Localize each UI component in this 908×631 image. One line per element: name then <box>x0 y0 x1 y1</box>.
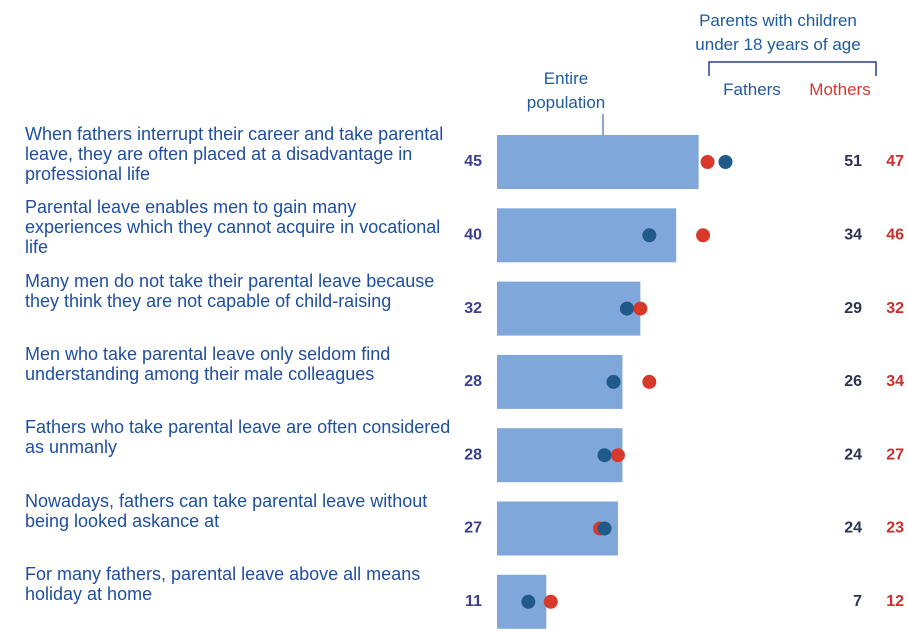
value-label: 12 <box>886 593 904 610</box>
dot-fathers <box>597 448 612 463</box>
dot-mothers <box>642 374 657 389</box>
category-label: Parental leave enables men to gain many … <box>25 197 441 258</box>
value-label: 24 <box>844 446 862 463</box>
bracket <box>708 61 877 76</box>
value-label: 27 <box>886 446 904 463</box>
legend-entire: Entire population <box>527 69 605 112</box>
value-label: 32 <box>886 300 904 317</box>
value-label: 28 <box>464 446 482 463</box>
value-label: 11 <box>465 593 482 610</box>
dot-fathers <box>619 301 634 316</box>
value-label: 27 <box>464 520 482 537</box>
dot-mothers <box>633 301 648 316</box>
bar <box>497 354 623 409</box>
value-label: 51 <box>844 153 862 170</box>
value-label: 26 <box>844 373 862 390</box>
legend-mothers: Mothers <box>809 80 870 99</box>
dot-mothers <box>696 228 711 243</box>
value-label: 34 <box>886 373 904 390</box>
category-label: Fathers who take parental leave are ofte… <box>25 417 451 458</box>
value-label: 46 <box>886 227 904 244</box>
dot-mothers <box>610 448 625 463</box>
category-label: Nowadays, fathers can take parental leav… <box>25 490 428 531</box>
value-label: 7 <box>853 593 862 610</box>
dot-mothers <box>543 594 558 609</box>
value-label: 34 <box>844 227 862 244</box>
dot-mothers <box>700 155 715 169</box>
value-label: 24 <box>844 520 862 537</box>
legend-fathers: Fathers <box>723 80 781 99</box>
category-label: For many fathers, parental leave above a… <box>25 563 421 604</box>
value-label: 47 <box>886 153 904 170</box>
bar <box>497 135 699 189</box>
value-label: 32 <box>464 300 482 317</box>
dot-fathers <box>642 228 657 243</box>
group-label: Parents with children under 18 years of a… <box>695 11 860 54</box>
value-label: 45 <box>464 153 482 170</box>
dot-fathers <box>597 521 612 536</box>
category-label: Men who take parental leave only seldom … <box>25 343 391 384</box>
category-label: Many men do not take their parental leav… <box>25 270 435 311</box>
value-label: 28 <box>464 373 482 390</box>
dot-fathers <box>521 594 536 609</box>
dot-fathers <box>606 374 621 389</box>
category-label: When fathers interrupt their career and … <box>25 124 444 184</box>
value-label: 40 <box>464 227 482 244</box>
value-label: 23 <box>886 520 904 537</box>
bar <box>497 281 641 336</box>
dot-fathers <box>718 155 733 169</box>
value-label: 29 <box>844 300 862 317</box>
